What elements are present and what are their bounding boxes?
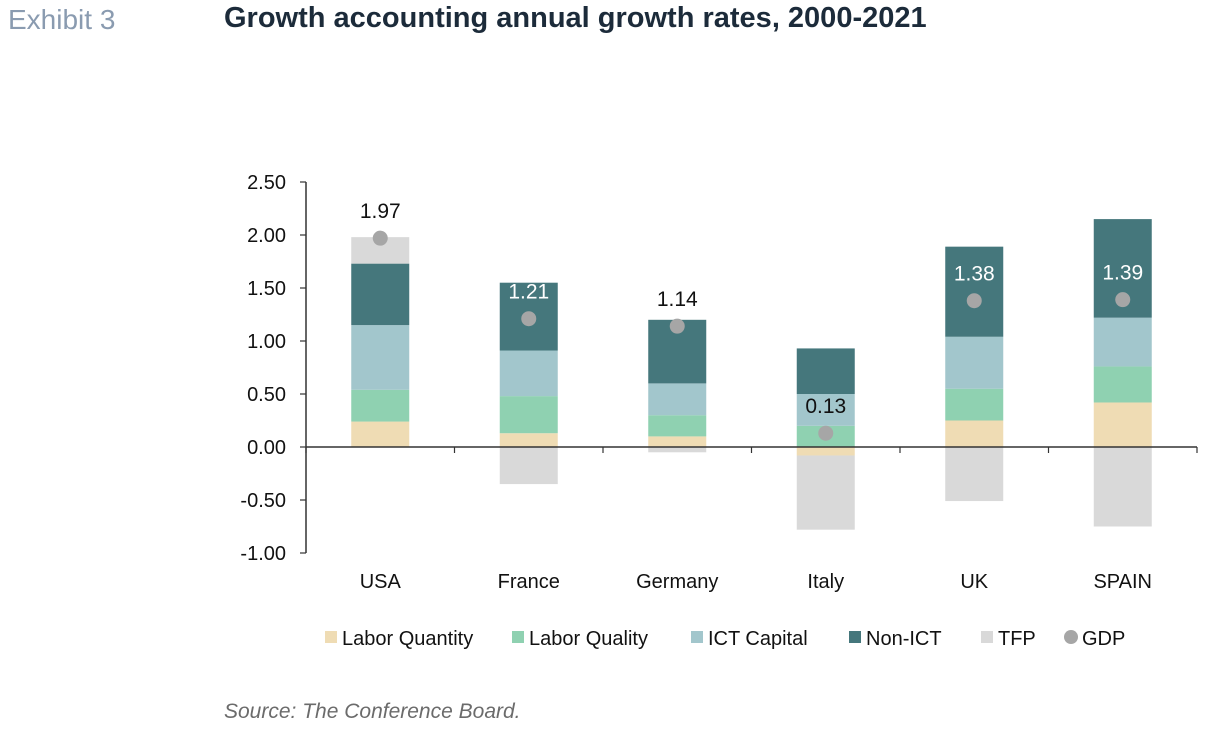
legend: Labor Quantity Labor Quality ICT Capital No… bbox=[325, 628, 1125, 650]
gdp-point bbox=[521, 311, 537, 327]
x-tick-label: UK bbox=[960, 571, 988, 593]
legend-swatch bbox=[512, 631, 524, 643]
bar-segment bbox=[1093, 317, 1152, 367]
x-axis bbox=[305, 446, 1198, 453]
bar-segment bbox=[945, 336, 1004, 389]
legend-swatch bbox=[849, 631, 861, 643]
x-labels: USA France Germany Italy UK SPAIN bbox=[360, 571, 1152, 593]
gdp-data-label: 1.14 bbox=[657, 288, 698, 311]
legend-label: TFP bbox=[998, 628, 1036, 650]
y-tick-label: 0.50 bbox=[247, 384, 286, 406]
gdp-point bbox=[372, 230, 388, 246]
gdp-point bbox=[966, 293, 982, 309]
legend-label: Labor Quality bbox=[529, 628, 648, 650]
y-tick-label: -0.50 bbox=[240, 490, 286, 512]
bar-segment bbox=[648, 383, 707, 416]
gdp-point bbox=[669, 318, 685, 334]
bar-segment bbox=[945, 420, 1004, 447]
bar-segment bbox=[796, 455, 855, 530]
y-tick-label: 1.00 bbox=[247, 331, 286, 353]
bar-segment bbox=[648, 436, 707, 447]
bar-segment bbox=[499, 396, 558, 434]
gdp-data-label: 1.38 bbox=[954, 263, 995, 286]
bars bbox=[351, 219, 1152, 530]
legend-label: Labor Quantity bbox=[342, 628, 473, 650]
legend-swatch bbox=[691, 631, 703, 643]
exhibit-label: Exhibit 3 bbox=[8, 4, 116, 35]
bar-segment bbox=[796, 447, 855, 456]
legend-marker bbox=[1064, 630, 1078, 644]
y-tick-label: 2.00 bbox=[247, 225, 286, 247]
y-tick-label: 2.50 bbox=[247, 172, 286, 194]
bar-segment bbox=[351, 389, 410, 422]
legend-label: Non-ICT bbox=[866, 628, 942, 650]
bar-segment bbox=[499, 433, 558, 447]
legend-swatch bbox=[981, 631, 993, 643]
bar-segment bbox=[796, 348, 855, 394]
gdp-point bbox=[818, 425, 834, 441]
bar-segment bbox=[945, 447, 1004, 502]
x-tick-label: France bbox=[498, 571, 560, 593]
gdp-point bbox=[1115, 292, 1131, 308]
y-tick-label: -1.00 bbox=[240, 543, 286, 565]
x-tick-label: Germany bbox=[636, 571, 718, 593]
bar-segment bbox=[1093, 402, 1152, 447]
chart-title: Growth accounting annual growth rates, 2… bbox=[224, 2, 927, 34]
source-note: Source: The Conference Board. bbox=[224, 700, 521, 723]
bar-segment bbox=[648, 447, 707, 453]
legend-label: ICT Capital bbox=[708, 628, 808, 650]
gdp-data-label: 1.39 bbox=[1102, 262, 1143, 285]
y-tick-label: 0.00 bbox=[247, 437, 286, 459]
bar-segment bbox=[796, 394, 855, 426]
gdp-data-label: 1.97 bbox=[360, 200, 401, 223]
gdp-data-label: 1.21 bbox=[508, 281, 549, 304]
bar-segment bbox=[648, 415, 707, 437]
bar-segment bbox=[945, 246, 1004, 337]
x-tick-label: USA bbox=[360, 571, 402, 593]
bar-segment bbox=[945, 388, 1004, 421]
x-tick-label: Italy bbox=[807, 571, 844, 593]
bar-segment bbox=[351, 263, 410, 326]
y-axis: 2.50 2.00 1.50 1.00 0.50 0.00 -0.50 -1.00 bbox=[240, 172, 307, 565]
legend-label: GDP bbox=[1082, 628, 1125, 650]
legend-swatch bbox=[325, 631, 337, 643]
bar-segment bbox=[1093, 447, 1152, 527]
y-tick-label: 1.50 bbox=[247, 278, 286, 300]
bar-segment bbox=[499, 350, 558, 397]
bar-segment bbox=[1093, 366, 1152, 403]
gdp-data-label: 0.13 bbox=[805, 395, 846, 418]
bar-segment bbox=[351, 421, 410, 447]
gdp-markers: 1.97 1.21 1.14 0.13 1.38 1.39 bbox=[360, 200, 1143, 441]
x-tick-label: SPAIN bbox=[1093, 571, 1152, 593]
bar-segment bbox=[499, 447, 558, 485]
bar-segment bbox=[351, 325, 410, 390]
